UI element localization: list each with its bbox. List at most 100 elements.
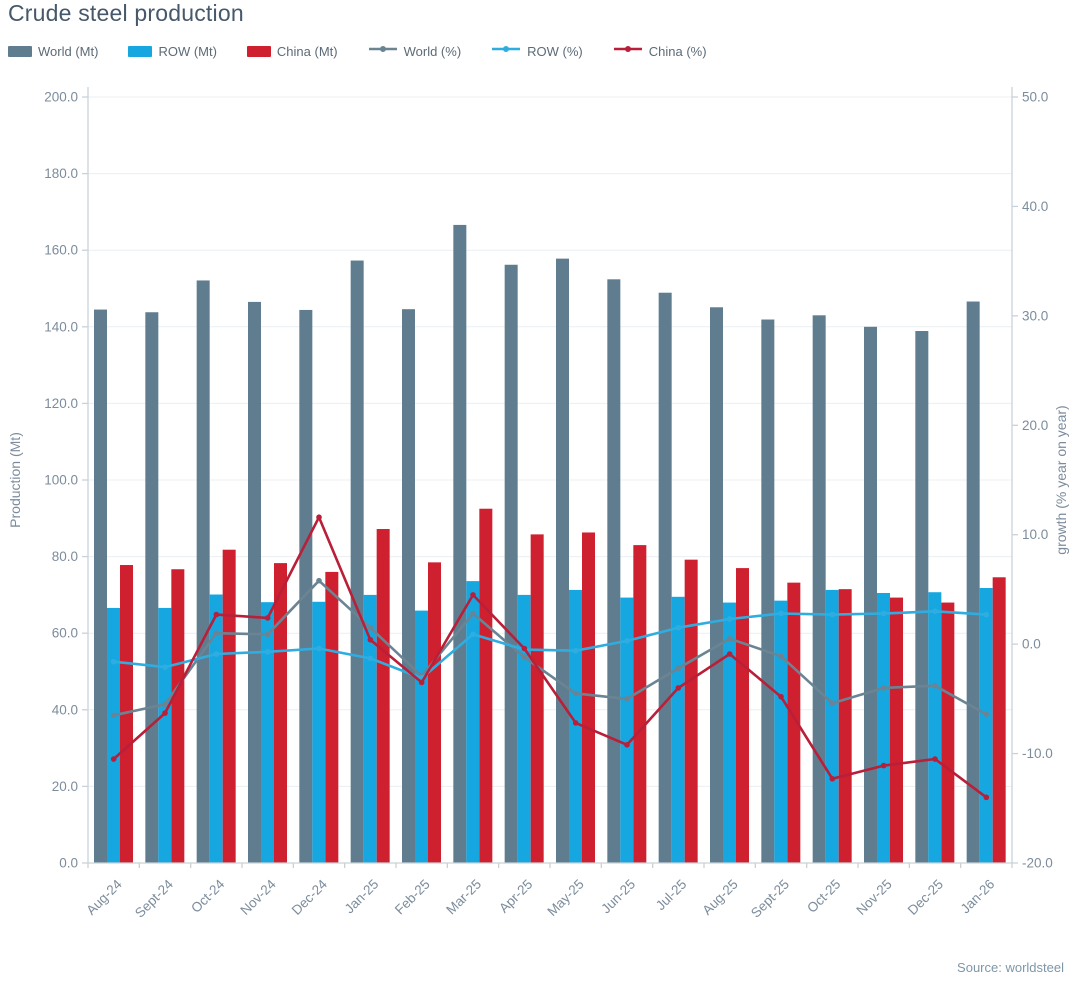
china-point bbox=[316, 514, 322, 521]
x-axis-label: Feb-25 bbox=[392, 877, 433, 918]
source-note: Source: worldsteel bbox=[957, 960, 1064, 975]
row-point bbox=[316, 645, 322, 652]
row-pct-line-icon bbox=[491, 42, 521, 60]
china-mt-bar bbox=[530, 534, 544, 863]
world-point bbox=[675, 665, 682, 672]
legend-item-china-pct[interactable]: China (%) bbox=[613, 42, 707, 60]
world-point bbox=[316, 577, 322, 584]
world-mt-bar bbox=[761, 319, 775, 863]
world-pct-line-icon bbox=[368, 42, 398, 60]
left-tick-label: 100.0 bbox=[44, 473, 78, 488]
row-mt-bar bbox=[671, 596, 685, 863]
right-tick-label: -20.0 bbox=[1022, 856, 1053, 871]
china-mt-bar bbox=[171, 569, 185, 863]
world-mt-bar bbox=[556, 258, 569, 864]
right-tick-label: 50.0 bbox=[1022, 90, 1048, 105]
world-point bbox=[470, 610, 476, 617]
left-tick-label: 120.0 bbox=[44, 396, 78, 411]
x-axis-label: Sept-24 bbox=[132, 876, 176, 920]
china-point bbox=[932, 756, 938, 762]
x-axis-label: Oct-24 bbox=[188, 876, 228, 916]
row-mt-bar bbox=[979, 588, 993, 863]
china-point bbox=[110, 756, 117, 762]
legend-item-china-mt[interactable]: China (Mt) bbox=[246, 43, 338, 59]
world-point bbox=[726, 635, 733, 642]
row-mt-bar bbox=[928, 592, 942, 863]
row-point bbox=[624, 638, 630, 644]
world-point bbox=[213, 630, 220, 636]
china-mt-bar bbox=[222, 549, 236, 863]
china-mt-bar bbox=[684, 559, 698, 863]
right-tick-label: 40.0 bbox=[1022, 199, 1048, 214]
world-mt-bar bbox=[248, 301, 261, 863]
world-point bbox=[624, 696, 630, 702]
china-point bbox=[264, 615, 271, 621]
row-point bbox=[213, 651, 220, 657]
row-point bbox=[675, 624, 682, 631]
china-mt-bar bbox=[325, 571, 339, 863]
legend-label: ROW (Mt) bbox=[158, 43, 217, 59]
right-tick-label: 20.0 bbox=[1022, 418, 1048, 433]
left-tick-label: 80.0 bbox=[52, 549, 78, 564]
china-mt-bar bbox=[838, 589, 852, 863]
legend-item-row-mt[interactable]: ROW (Mt) bbox=[128, 43, 217, 59]
row-point bbox=[932, 608, 938, 615]
x-axis-label: Nov-24 bbox=[237, 876, 279, 918]
china-pct-line-icon bbox=[613, 42, 643, 60]
world-mt-bar bbox=[453, 224, 467, 863]
world-mt-swatch-icon bbox=[8, 45, 32, 57]
world-point bbox=[264, 631, 271, 638]
right-tick-label: 10.0 bbox=[1022, 527, 1048, 542]
row-point bbox=[829, 611, 836, 618]
china-point bbox=[162, 710, 168, 716]
legend-label: China (%) bbox=[648, 43, 707, 59]
china-mt-swatch-icon bbox=[246, 45, 271, 57]
left-tick-label: 0.0 bbox=[59, 856, 78, 871]
row-mt-bar bbox=[825, 589, 839, 863]
row-point bbox=[264, 649, 271, 655]
china-mt-bar bbox=[120, 565, 133, 863]
world-mt-bar bbox=[299, 309, 313, 863]
row-mt-bar bbox=[877, 592, 890, 863]
row-point bbox=[110, 658, 117, 665]
china-mt-bar bbox=[479, 508, 493, 863]
world-mt-bar bbox=[812, 315, 826, 863]
row-point bbox=[470, 631, 476, 638]
row-mt-bar bbox=[158, 607, 172, 863]
world-point bbox=[829, 700, 836, 707]
world-point bbox=[778, 653, 784, 659]
x-axis-label: Nov-25 bbox=[853, 877, 894, 918]
x-axis-label: Dec-24 bbox=[289, 876, 331, 918]
x-axis-label: May-25 bbox=[544, 877, 586, 919]
x-axis-label: Jan-25 bbox=[342, 877, 382, 917]
world-point bbox=[572, 690, 579, 697]
china-mt-bar bbox=[633, 545, 647, 863]
left-tick-label: 140.0 bbox=[44, 319, 78, 334]
legend-label: World (Mt) bbox=[38, 43, 99, 59]
left-tick-label: 180.0 bbox=[44, 166, 78, 181]
world-line bbox=[112, 579, 988, 717]
world-mt-bar bbox=[864, 326, 877, 863]
china-point bbox=[778, 693, 784, 700]
legend-item-world-mt[interactable]: World (Mt) bbox=[8, 44, 98, 59]
world-mt-bar bbox=[966, 301, 980, 864]
row-point bbox=[572, 647, 579, 654]
x-axis-label: Jan-26 bbox=[958, 877, 998, 917]
china-point bbox=[213, 611, 220, 618]
x-axis-label: Mar-25 bbox=[443, 877, 484, 918]
legend-item-row-pct[interactable]: ROW (%) bbox=[491, 42, 583, 60]
legend-item-world-pct[interactable]: World (%) bbox=[368, 42, 462, 60]
left-tick-label: 40.0 bbox=[52, 702, 78, 717]
x-axis-label: Sept-25 bbox=[748, 877, 792, 921]
china-mt-bar bbox=[941, 602, 955, 863]
legend-label: China (Mt) bbox=[276, 43, 338, 59]
legend-label: World (%) bbox=[403, 43, 462, 59]
china-mt-bar bbox=[890, 597, 903, 863]
world-point bbox=[932, 682, 938, 689]
world-mt-bar bbox=[196, 280, 210, 863]
china-point bbox=[470, 592, 476, 598]
row-point bbox=[778, 610, 784, 617]
row-mt-bar bbox=[569, 589, 582, 863]
left-axis-title: Production (Mt) bbox=[7, 432, 23, 528]
china-point bbox=[572, 720, 579, 726]
